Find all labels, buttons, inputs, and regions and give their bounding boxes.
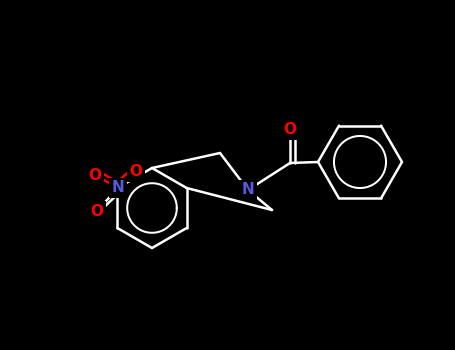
Text: O: O	[130, 164, 142, 180]
Text: N: N	[242, 182, 254, 197]
Text: O: O	[89, 168, 101, 182]
Text: N: N	[111, 181, 124, 196]
Text: O: O	[283, 122, 297, 138]
Text: O: O	[91, 203, 103, 218]
Text: O: O	[283, 122, 297, 138]
Text: N: N	[242, 182, 254, 197]
Text: O: O	[91, 203, 103, 218]
Text: O: O	[89, 168, 101, 182]
Text: O: O	[130, 164, 142, 180]
Text: N: N	[111, 181, 124, 196]
